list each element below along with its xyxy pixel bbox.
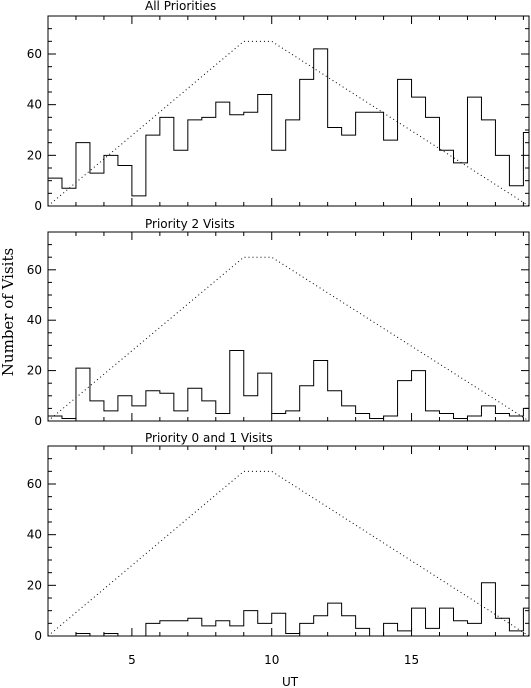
dotted-envelope-line <box>47 256 530 422</box>
dotted-envelope-line <box>47 470 530 637</box>
dotted-envelope-line <box>47 40 530 207</box>
y-tick-label: 40 <box>27 313 42 327</box>
histogram-step-line <box>48 582 529 637</box>
y-axis-label: Number of Visits <box>0 248 17 376</box>
y-tick-label: 40 <box>27 528 42 542</box>
x-tick-label: 10 <box>264 653 279 667</box>
panel-title: Priority 2 Visits <box>145 217 235 231</box>
panel-frame <box>47 15 530 207</box>
panel-frame <box>47 445 530 637</box>
y-tick-label: 0 <box>34 199 42 213</box>
histogram-step-line <box>48 349 529 419</box>
y-tick-label: 0 <box>34 629 42 643</box>
x-tick-label: 5 <box>128 653 136 667</box>
y-tick-label: 60 <box>27 477 42 491</box>
y-tick-label: 40 <box>27 98 42 112</box>
histogram-step-line <box>48 48 529 197</box>
x-axis-label: UT <box>282 675 299 688</box>
y-tick-label: 20 <box>27 578 42 592</box>
x-tick-label: 15 <box>404 653 419 667</box>
y-tick-label: 0 <box>34 414 42 428</box>
panel-title: Priority 0 and 1 Visits <box>145 431 273 445</box>
panel-title: All Priorities <box>145 0 216 13</box>
y-tick-label: 60 <box>27 263 42 277</box>
y-tick-label: 20 <box>27 364 42 378</box>
y-tick-label: 20 <box>27 148 42 162</box>
y-tick-label: 60 <box>27 47 42 61</box>
panel-frame <box>47 231 530 422</box>
